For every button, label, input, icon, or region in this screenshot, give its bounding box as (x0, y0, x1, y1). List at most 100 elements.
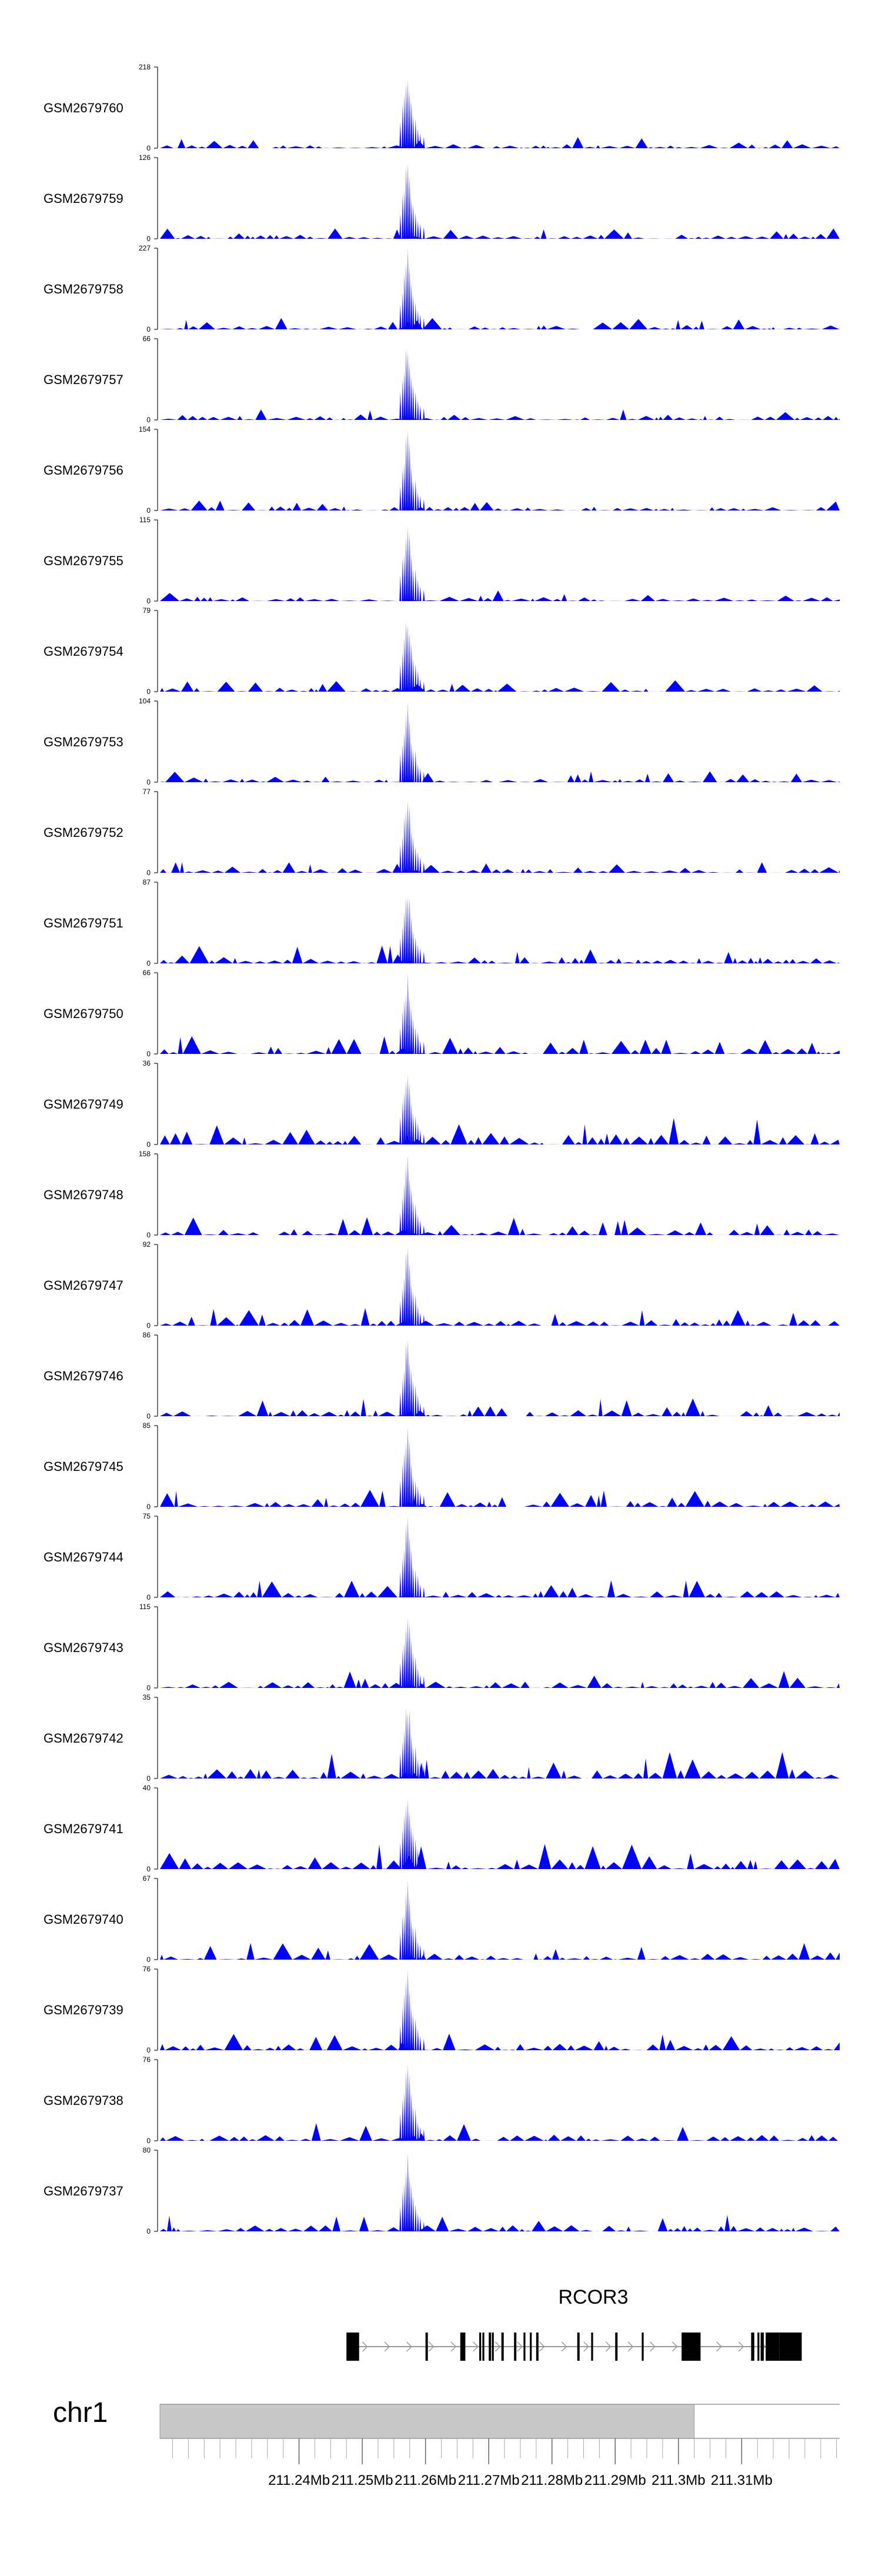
tick-label: 211.27Mb (458, 2472, 520, 2488)
coverage-background (160, 1580, 840, 1597)
coverage-background (160, 1844, 840, 1869)
coverage-background (160, 1217, 840, 1235)
tick-label: 211.31Mb (711, 2472, 773, 2488)
y-min-label: 0 (146, 1593, 151, 1601)
coverage-peak (392, 974, 433, 1054)
y-min-label: 0 (146, 506, 151, 515)
coverage-peak (392, 80, 433, 148)
y-max-label: 86 (143, 1331, 151, 1339)
y-min-label: 0 (146, 869, 151, 877)
tick-label: 211.24Mb (268, 2472, 330, 2488)
utr-block (479, 2333, 482, 2361)
coverage-background (160, 1398, 840, 1416)
strand-arrow (450, 2341, 457, 2352)
y-min-label: 0 (146, 1140, 151, 1149)
y-max-label: 77 (143, 788, 151, 796)
y-min-label: 0 (146, 1231, 151, 1239)
y-max-label: 79 (143, 606, 151, 615)
y-max-label: 67 (143, 1874, 151, 1883)
strand-arrow (671, 2341, 678, 2352)
coverage-peak (392, 1618, 433, 1688)
strand-arrow (495, 2341, 501, 2352)
exon-block (681, 2333, 701, 2361)
coverage-background (160, 680, 840, 692)
track-label: GSM2679744 (44, 1550, 123, 1564)
y-min-label: 0 (146, 2137, 151, 2145)
track-label: GSM2679747 (44, 1278, 123, 1293)
coverage-background (160, 2215, 840, 2231)
coverage-peak (392, 1247, 433, 1326)
coverage-background (160, 318, 840, 329)
track-GSM2679757: GSM2679757 66 0 (44, 335, 840, 424)
strand-arrow (539, 2341, 545, 2352)
coverage-peak (392, 1708, 433, 1778)
y-max-label: 35 (143, 1693, 151, 1701)
coverage-peak (392, 1339, 433, 1416)
coverage-background (160, 409, 840, 420)
track-GSM2679742: GSM2679742 35 0 (44, 1693, 840, 1783)
utr-block (530, 2333, 532, 2361)
track-GSM2679753: GSM2679753 104 0 (44, 697, 840, 786)
y-max-label: 40 (143, 1784, 151, 1792)
coverage-background (160, 1117, 840, 1144)
y-max-label: 76 (143, 2056, 151, 2064)
track-label: GSM2679741 (44, 1821, 123, 1836)
y-max-label: 66 (143, 335, 151, 343)
coverage-background (160, 1943, 840, 1960)
coverage-peak (392, 2152, 433, 2231)
track-GSM2679740: GSM2679740 67 0 (44, 1874, 840, 1964)
tick-label: 211.3Mb (652, 2472, 706, 2488)
exon-block (760, 2333, 764, 2361)
utr-block (766, 2333, 780, 2361)
coverage-background (160, 1308, 840, 1326)
exon-block (514, 2333, 517, 2361)
tick-label: 211.28Mb (521, 2472, 583, 2488)
track-GSM2679748: GSM2679748 158 0 (44, 1150, 840, 1239)
y-min-label: 0 (146, 1322, 151, 1330)
track-label: GSM2679759 (44, 191, 123, 206)
coverage-peak (392, 800, 433, 873)
exon-block (460, 2333, 466, 2361)
track-GSM2679754: GSM2679754 79 0 (44, 606, 840, 696)
coverage-peak (392, 349, 433, 420)
y-max-label: 104 (139, 697, 151, 705)
y-max-label: 115 (139, 516, 151, 524)
exon-block (425, 2333, 428, 2361)
tick-label: 211.26Mb (395, 2472, 456, 2488)
y-min-label: 0 (146, 144, 151, 152)
track-GSM2679760: GSM2679760 218 0 (44, 63, 840, 152)
y-max-label: 85 (143, 1422, 151, 1430)
track-label: GSM2679755 (44, 553, 123, 568)
track-label: GSM2679756 (44, 463, 123, 478)
track-label: GSM2679758 (44, 282, 123, 296)
track-GSM2679751: GSM2679751 87 0 (44, 878, 840, 967)
coverage-background (160, 2123, 840, 2141)
y-max-label: 126 (139, 154, 151, 162)
strand-arrow (627, 2341, 634, 2352)
coverage-peak (392, 896, 433, 963)
coverage-background (160, 1490, 840, 1507)
coverage-peak (392, 702, 433, 782)
track-label: GSM2679748 (44, 1187, 123, 1202)
track-label: GSM2679751 (44, 916, 123, 930)
coverage-peak (392, 1075, 433, 1144)
track-GSM2679744: GSM2679744 75 0 (44, 1512, 840, 1601)
gene-name-label: RCOR3 (558, 2286, 628, 2308)
exon-block (355, 2333, 358, 2361)
strand-arrow (428, 2341, 435, 2352)
track-GSM2679756: GSM2679756 154 0 (44, 425, 840, 515)
coverage-peak (392, 163, 433, 239)
utr-block (482, 2333, 485, 2361)
exon-block (489, 2333, 492, 2361)
y-max-label: 36 (143, 1059, 151, 1067)
gene-annotation-track: RCOR3 (346, 2286, 802, 2361)
exon-block (352, 2333, 355, 2361)
coverage-peak (392, 622, 433, 692)
strand-arrow (517, 2341, 523, 2352)
track-GSM2679739: GSM2679739 76 0 (44, 1965, 840, 2054)
coverage-peak (392, 430, 433, 510)
y-max-label: 218 (139, 63, 151, 71)
y-min-label: 0 (146, 416, 151, 424)
tick-label: 211.29Mb (584, 2472, 646, 2488)
coverage-peak (392, 1970, 433, 2050)
